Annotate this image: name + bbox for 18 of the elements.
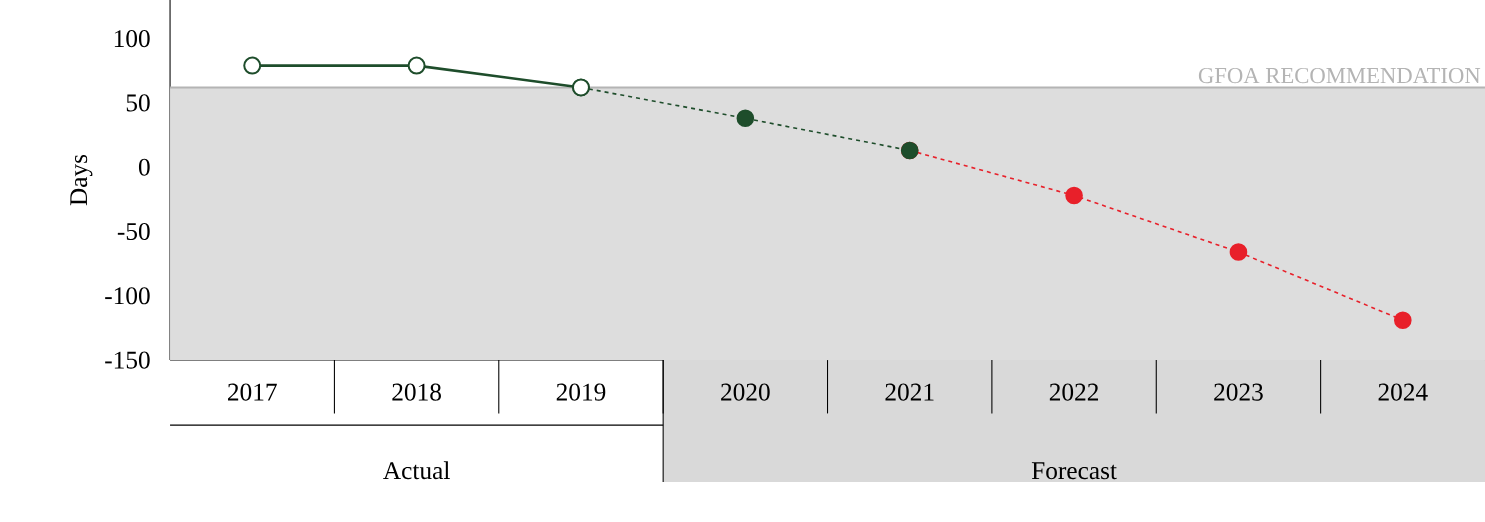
x-tick-label: 2022 bbox=[1049, 383, 1099, 401]
x-tick-label: 2021 bbox=[885, 383, 934, 401]
y-tick-label: 50 bbox=[126, 94, 150, 112]
x-tick-label: 2018 bbox=[392, 383, 441, 401]
x-tick-label: 2024 bbox=[1378, 383, 1428, 401]
y-axis-title: Days bbox=[70, 154, 93, 206]
y-tick-label: -100 bbox=[105, 287, 150, 305]
y-tick-label: 100 bbox=[114, 30, 150, 48]
y-tick-label: 0 bbox=[138, 158, 150, 176]
text: Forecast bbox=[1031, 462, 1117, 480]
x-tick-label: 2017 bbox=[228, 383, 277, 401]
x-tick-label: 2019 bbox=[556, 383, 606, 401]
text: Actual bbox=[383, 461, 450, 480]
x-tick-label: 2023 bbox=[1214, 383, 1263, 401]
y-tick-label: -150 bbox=[105, 351, 150, 369]
x-tick-label: 2020 bbox=[721, 383, 770, 401]
ref-line-label: GFOA RECOMMENDATION bbox=[1198, 67, 1481, 84]
y-tick-label: -50 bbox=[117, 222, 150, 240]
